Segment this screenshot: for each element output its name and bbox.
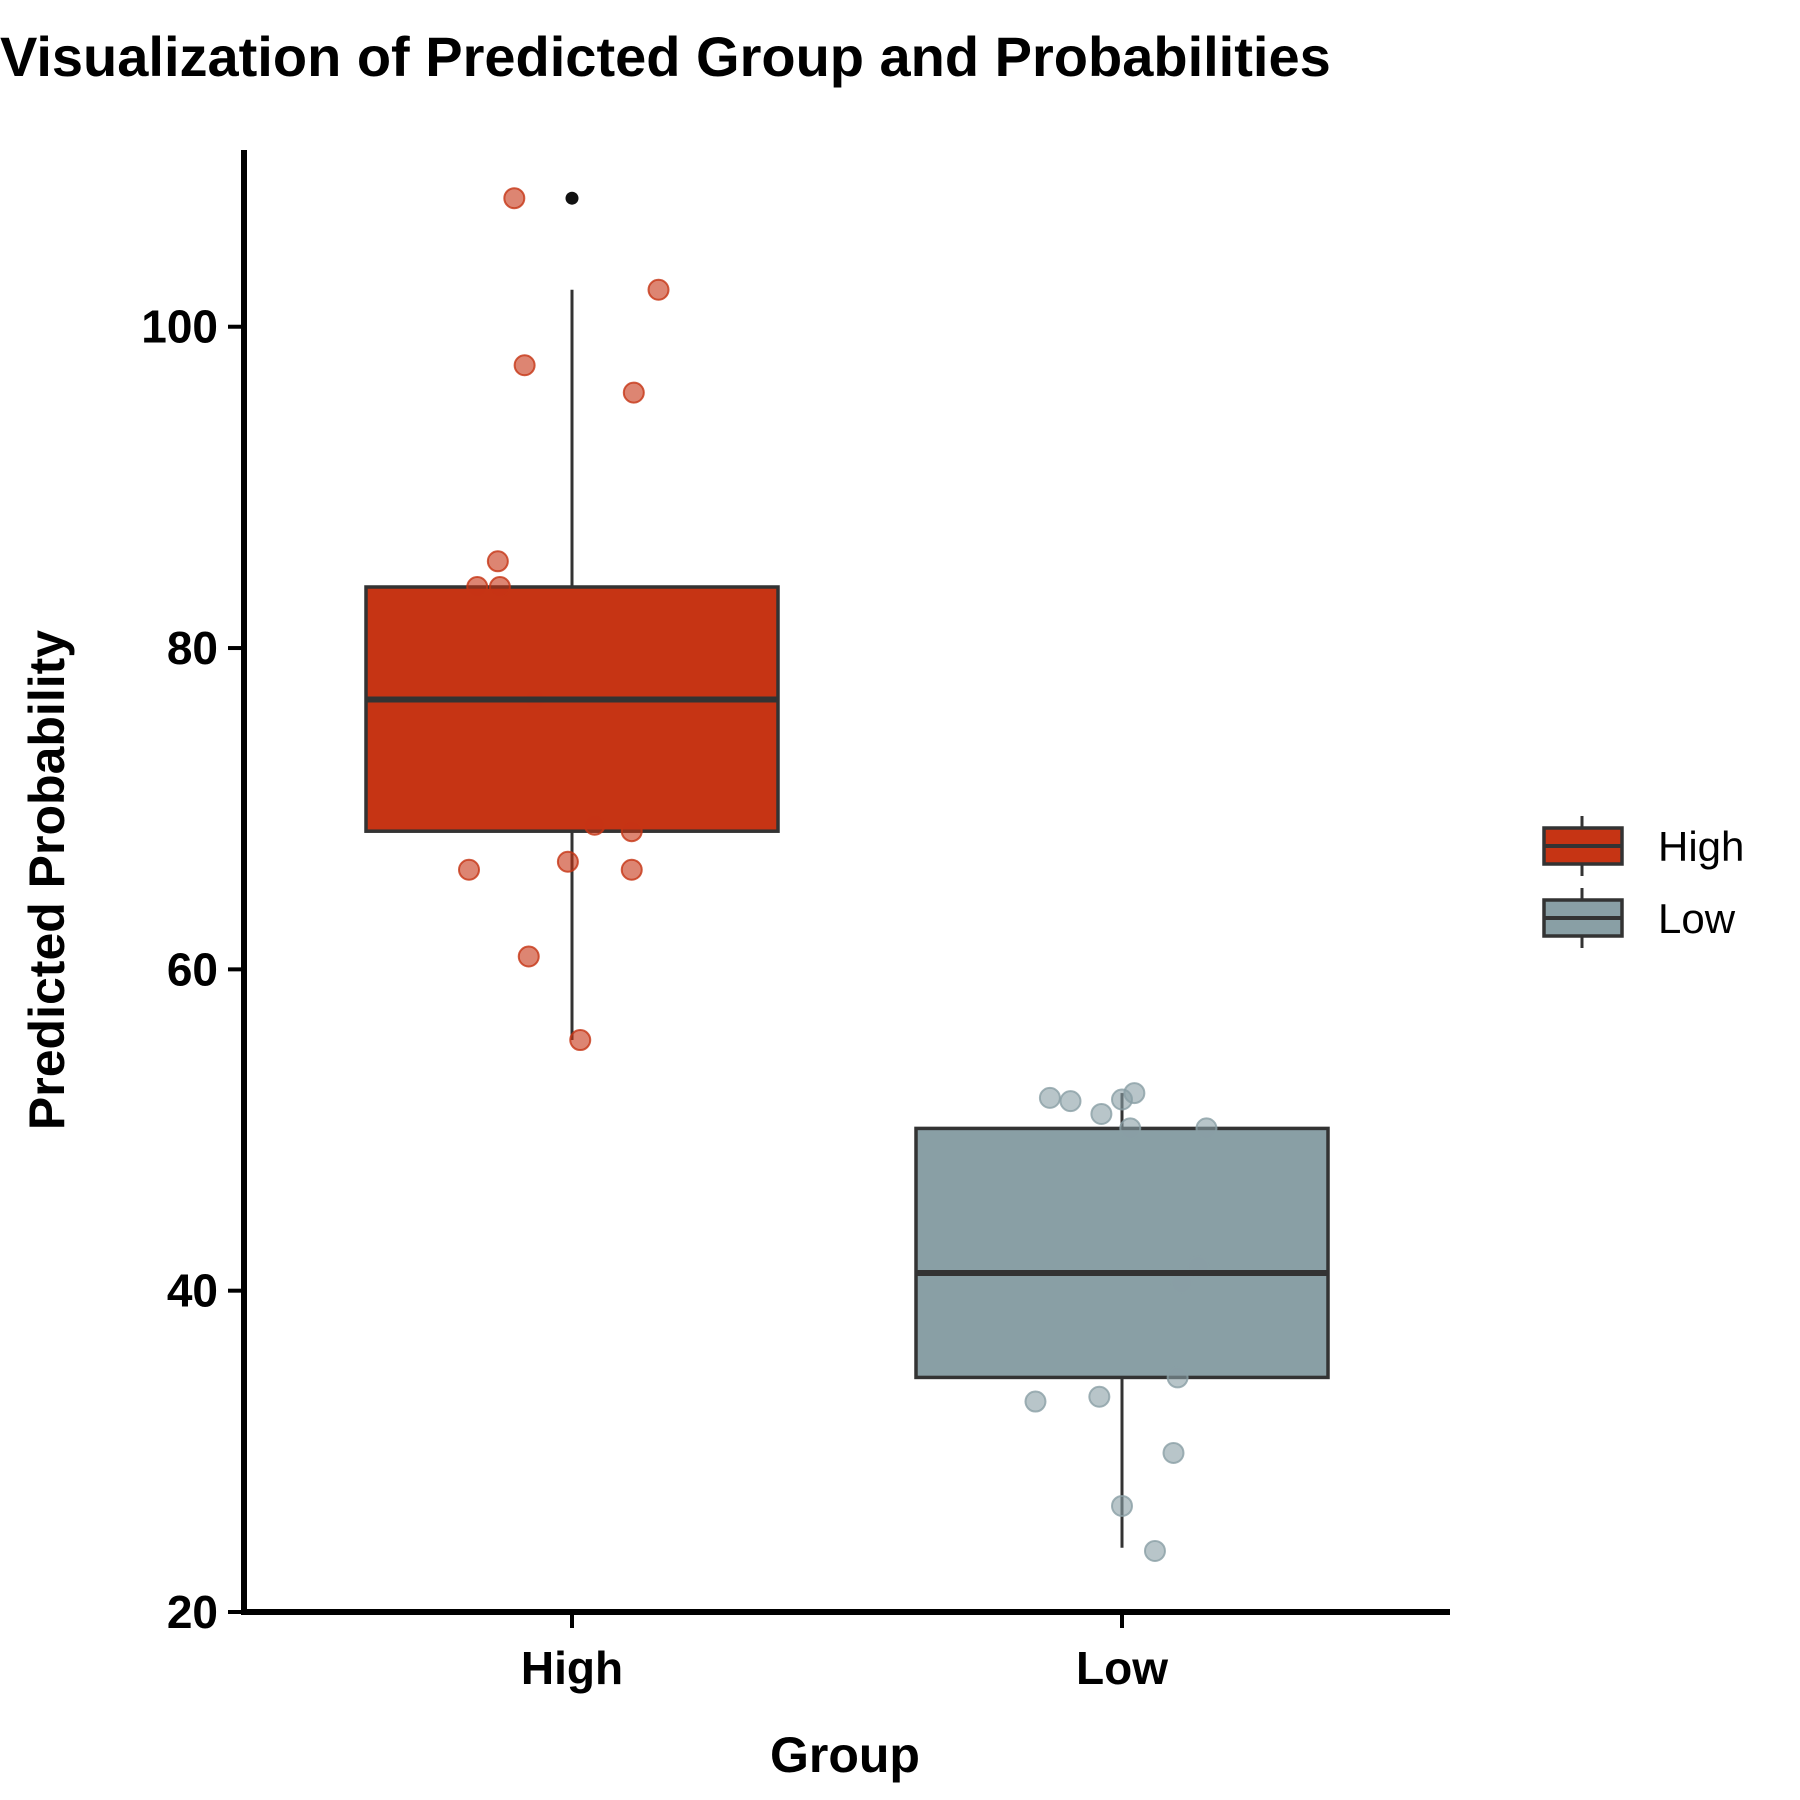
jitter-points <box>458 187 1218 1562</box>
data-point-low <box>1111 1494 1133 1517</box>
data-point-low <box>1123 1082 1146 1105</box>
data-point-high <box>503 187 526 210</box>
data-point-low <box>1195 1117 1218 1140</box>
legend-label: High <box>1658 823 1744 870</box>
data-point-low <box>1166 1366 1189 1389</box>
x-tick-label: High <box>521 1642 623 1694</box>
box-high <box>364 191 780 1041</box>
x-axis: High Low <box>241 1609 1450 1694</box>
data-point-high <box>620 820 643 843</box>
y-axis-title: Predicted Probability <box>19 630 75 1130</box>
legend: High Low <box>1542 816 1744 948</box>
data-point-high <box>488 575 511 598</box>
data-point-high <box>466 575 489 598</box>
data-point-high <box>513 354 536 377</box>
x-tick-label: Low <box>1076 1642 1168 1694</box>
outlier-point-high <box>565 191 579 205</box>
data-point-high <box>620 858 643 881</box>
data-point-high <box>517 945 540 968</box>
data-point-low <box>1059 1090 1082 1113</box>
plot-area <box>364 187 1330 1562</box>
data-point-high <box>622 381 645 404</box>
y-tick-label: 20 <box>167 1586 218 1638</box>
legend-item-low: Low <box>1542 888 1736 948</box>
box-low <box>914 1093 1330 1548</box>
data-point-low <box>1024 1390 1047 1413</box>
data-point-low <box>1119 1117 1142 1140</box>
chart-title: Visualization of Predicted Group and Pro… <box>0 25 1331 88</box>
data-point-low <box>1038 1086 1061 1109</box>
data-point-high <box>458 858 480 881</box>
legend-item-high: High <box>1542 816 1744 876</box>
x-axis-title: Group <box>770 1727 920 1783</box>
data-point-low <box>1090 1102 1113 1125</box>
data-point-low <box>1162 1441 1185 1464</box>
y-tick-label: 60 <box>167 943 218 995</box>
data-point-low <box>1088 1385 1111 1408</box>
data-point-high <box>556 850 579 873</box>
box-body-low <box>914 1126 1330 1380</box>
legend-label: Low <box>1658 895 1736 942</box>
data-point-high <box>647 278 670 301</box>
data-point-high <box>486 550 509 573</box>
box-body-high <box>364 585 780 833</box>
y-tick-label: 100 <box>141 301 218 353</box>
y-tick-label: 80 <box>167 622 218 674</box>
data-point-low <box>1143 1539 1166 1562</box>
data-point-high <box>583 813 606 836</box>
y-axis: 20 40 60 80 100 <box>141 150 247 1638</box>
y-tick-label: 40 <box>167 1265 218 1317</box>
data-point-high <box>569 1029 592 1052</box>
